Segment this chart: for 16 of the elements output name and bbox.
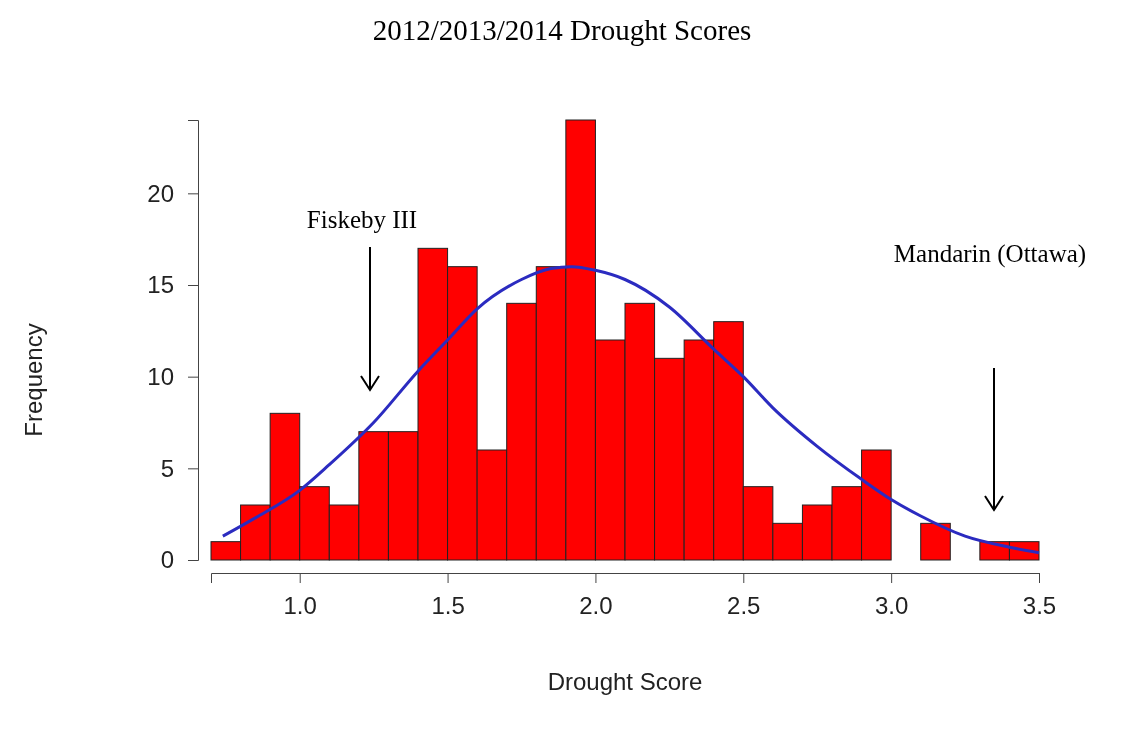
y-tick-label: 10	[147, 362, 174, 390]
chart-title: 2012/2013/2014 Drought Scores	[372, 14, 752, 46]
y-axis-title: Frequency	[20, 323, 47, 437]
y-tick-label: 15	[147, 271, 174, 299]
x-tick-label: 1.5	[431, 592, 465, 620]
y-tick-label: 20	[147, 179, 174, 207]
annotation: Fiskeby III	[306, 206, 418, 233]
x-tick-label: 3.5	[1022, 592, 1057, 620]
x-tick-label: 3.0	[874, 592, 909, 620]
annotation: Mandarin (Ottawa)	[893, 240, 1087, 268]
x-tick-label: 2.5	[727, 592, 761, 620]
x-tick-label: 2.0	[579, 592, 613, 620]
x-axis-title: Drought Score	[547, 668, 703, 695]
y-tick-label: 0	[160, 546, 174, 574]
y-tick-label: 5	[160, 454, 174, 482]
x-tick-label: 1.0	[283, 592, 317, 620]
